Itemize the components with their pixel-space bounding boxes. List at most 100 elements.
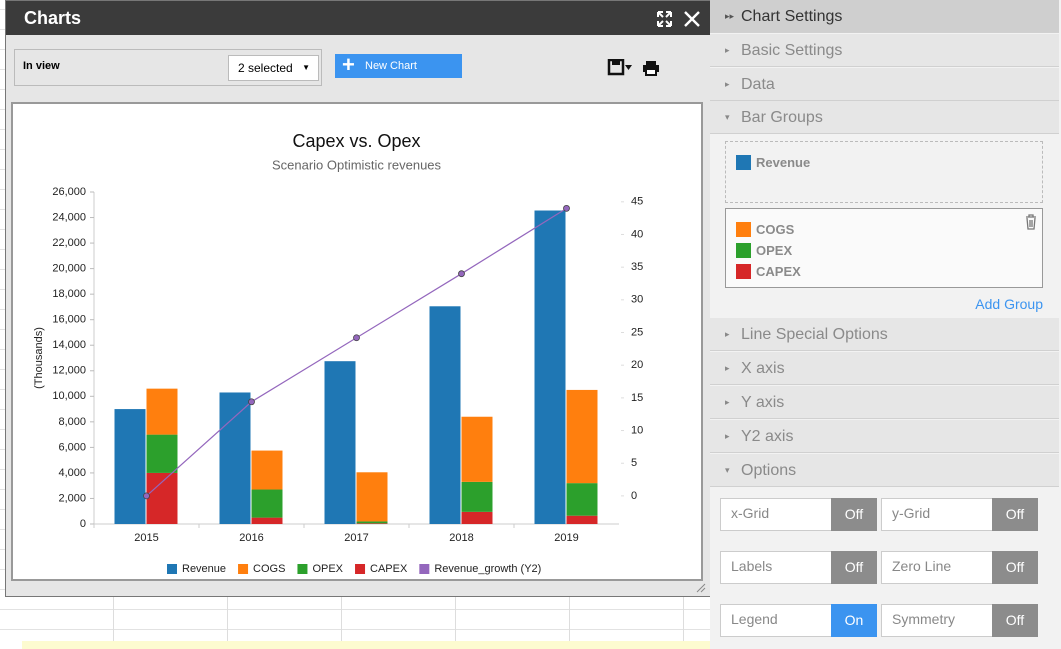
y2-tick-label: 25: [631, 326, 643, 338]
y2-tick-label: 45: [631, 196, 643, 208]
line-point: [458, 270, 465, 278]
toggle-label: y-Grid: [892, 505, 931, 521]
section-header[interactable]: ▸ Y2 axis: [710, 420, 1059, 453]
stacked-bar: [146, 472, 178, 524]
stacked-bar: [146, 388, 178, 435]
y-tick-label: 22,000: [52, 237, 86, 249]
delete-icon[interactable]: [1024, 214, 1038, 230]
bar: [534, 210, 566, 524]
y-tick-label: 20,000: [52, 263, 86, 275]
arrow-icon: ▸: [725, 431, 730, 441]
group-swatch: [736, 155, 751, 170]
window-controls[interactable]: [656, 10, 706, 28]
toggle-label: Symmetry: [892, 611, 955, 627]
y2-tick-label: 20: [631, 359, 643, 371]
y-tick-label: 18,000: [52, 288, 86, 300]
group-item: CAPEX: [736, 261, 1032, 282]
toggle-state[interactable]: On: [831, 604, 877, 637]
toggle-state[interactable]: Off: [992, 498, 1038, 531]
view-label: In view: [14, 49, 322, 86]
section-title: X axis: [741, 360, 785, 377]
y-axis-label: (Thousands): [33, 327, 45, 389]
y-tick-label: 12,000: [52, 365, 86, 377]
toggle-state[interactable]: Off: [831, 551, 877, 584]
y2-tick-label: 35: [631, 261, 643, 273]
section-title: Options: [741, 462, 797, 479]
section-header[interactable]: ▸ Line Special Options: [710, 318, 1059, 351]
legend-swatch: [238, 564, 249, 574]
group-swatch: [736, 264, 751, 279]
toggle[interactable]: Zero Line Off: [881, 551, 1038, 584]
toggle[interactable]: Labels Off: [720, 551, 877, 584]
section-header[interactable]: ▸ X axis: [710, 352, 1059, 385]
section-header[interactable]: ▸▸ Chart Settings: [710, 0, 1059, 33]
group-item: Revenue: [736, 152, 1032, 173]
section-header[interactable]: ▾ Options: [710, 454, 1059, 487]
group-label: CAPEX: [756, 264, 801, 279]
chart-select[interactable]: 2 selected ▼: [228, 55, 319, 81]
line-point: [563, 204, 570, 212]
legend-label: Revenue: [182, 563, 226, 575]
y-tick-label: 6,000: [58, 441, 86, 453]
section-header[interactable]: ▸ Y axis: [710, 386, 1059, 419]
toggle-state[interactable]: Off: [992, 551, 1038, 584]
line-point: [248, 398, 255, 406]
y2-tick-label: 5: [631, 457, 637, 469]
toggle[interactable]: x-Grid Off: [720, 498, 877, 531]
settings-panel: ▸▸ Chart Settings ▸ Basic Settings ▸ Data ▾ Bar…: [710, 0, 1061, 649]
stacked-bar: [251, 489, 283, 518]
toggle[interactable]: Legend On: [720, 604, 877, 637]
y-tick-label: 0: [80, 518, 86, 530]
x-tick-label: 2018: [449, 532, 473, 544]
toggle-label: Zero Line: [892, 558, 952, 574]
legend-swatch: [419, 564, 430, 574]
section-title: Y axis: [741, 394, 785, 411]
new-chart-button[interactable]: + New Chart: [335, 53, 462, 78]
section-header[interactable]: ▸ Data: [710, 68, 1059, 101]
legend-swatch: [297, 564, 308, 574]
legend-label: CAPEX: [370, 563, 408, 575]
stacked-bar: [146, 434, 178, 473]
stacked-bar: [251, 517, 283, 524]
arrow-icon: ▸: [725, 79, 730, 89]
stacked-bar: [566, 515, 598, 524]
chart-subtitle: Scenario Optimistic revenues: [272, 157, 442, 172]
section-header[interactable]: ▾ Bar Groups: [710, 101, 1059, 134]
chart-area: Capex vs. Opex Scenario Optimistic revenu…: [11, 102, 703, 581]
group-item: COGS: [736, 219, 1032, 240]
section-title: Chart Settings: [741, 8, 843, 25]
y-tick-label: 26,000: [52, 186, 86, 198]
group-label: Revenue: [756, 155, 811, 170]
legend-swatch: [167, 564, 177, 574]
save-print-icons[interactable]: [607, 59, 663, 77]
resize-grip[interactable]: [696, 583, 706, 593]
arrow-icon: ▸▸: [725, 11, 735, 21]
section-title: Data: [741, 76, 775, 93]
add-group-link[interactable]: Add Group: [975, 296, 1043, 312]
bar-group: COGS OPEX CAPEX: [725, 208, 1043, 288]
x-tick-label: 2016: [239, 532, 263, 544]
y-tick-label: 14,000: [52, 339, 86, 351]
x-tick-label: 2015: [134, 532, 158, 544]
toggle[interactable]: Symmetry Off: [881, 604, 1038, 637]
bar: [324, 361, 356, 524]
arrow-icon: ▸: [725, 329, 730, 339]
arrow-icon: ▸: [725, 397, 730, 407]
line-point: [353, 334, 360, 342]
bar: [429, 306, 461, 524]
section-title: Y2 axis: [741, 428, 794, 445]
toggle[interactable]: y-Grid Off: [881, 498, 1038, 531]
x-tick-label: 2017: [344, 532, 368, 544]
y-tick-label: 24,000: [52, 211, 86, 223]
group-swatch: [736, 243, 751, 258]
legend-label: OPEX: [312, 563, 343, 575]
y-tick-label: 4,000: [58, 467, 86, 479]
section-header[interactable]: ▸ Basic Settings: [710, 34, 1059, 67]
y-tick-label: 8,000: [58, 416, 86, 428]
toggle-state[interactable]: Off: [831, 498, 877, 531]
y-tick-label: 2,000: [58, 492, 86, 504]
arrow-icon: ▾: [725, 112, 730, 122]
toggle-state[interactable]: Off: [992, 604, 1038, 637]
section-title: Bar Groups: [741, 109, 823, 126]
toggle-label: Labels: [731, 558, 773, 574]
